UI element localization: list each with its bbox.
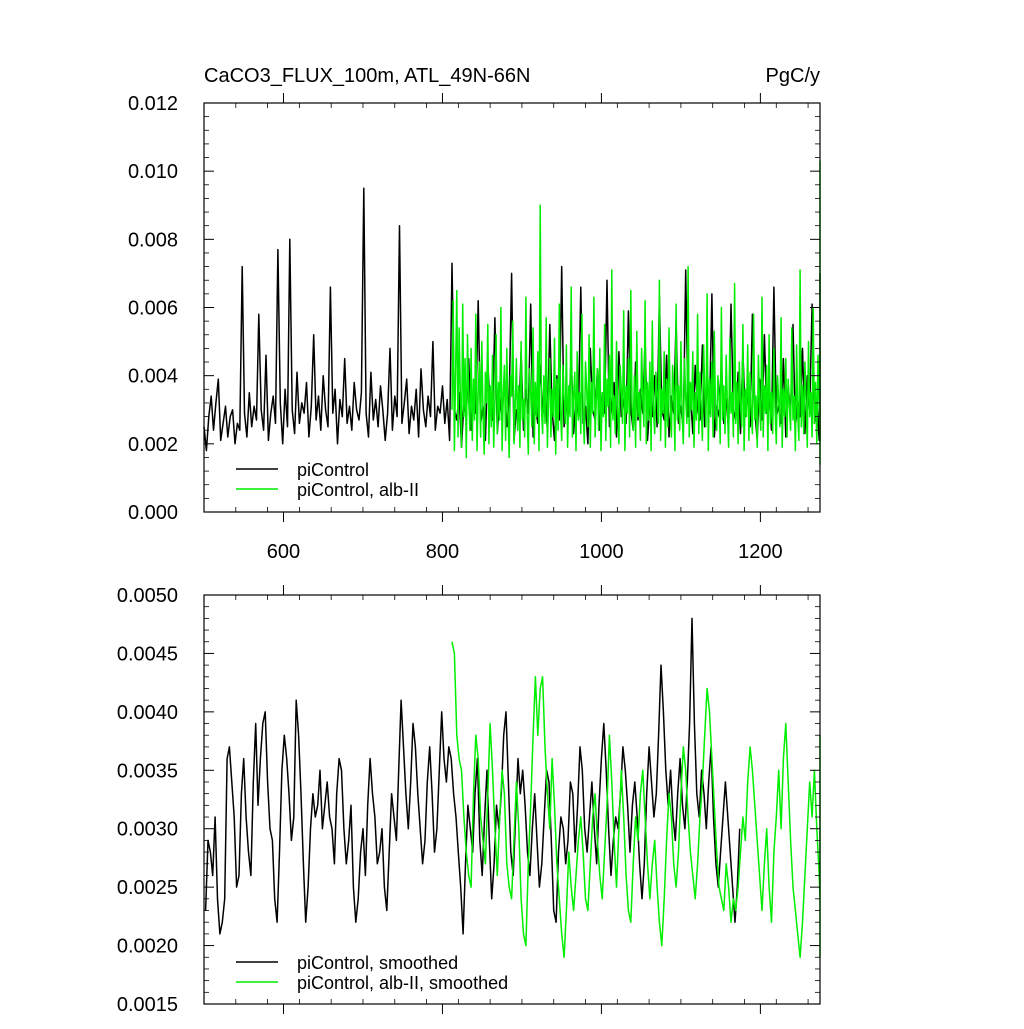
top-ytick-label: 0.010 [128,161,178,183]
bottom-ytick-label: 0.0015 [117,994,178,1016]
top-panel-legend: piControl piControl, alb-II [236,460,419,500]
legend-label-alb-II: piControl, alb-II [297,480,419,500]
bottom-ytick-label: 0.0020 [117,936,178,958]
units-label: PgC/y [766,65,820,87]
legend-label-piControl-smoothed: piControl, smoothed [297,953,458,973]
bottom-plot-frame [203,594,821,1005]
bottom-ytick-label: 0.0040 [117,702,178,724]
chart-title: CaCO3_FLUX_100m, ATL_49N-66N [204,65,530,87]
bottom-panel-axes: 0.0015 0.0020 0.0025 0.0030 0.0035 0.0040 0.00… [117,585,821,1016]
bottom-ytick-label: 0.0050 [117,585,178,607]
top-ytick-label: 0.000 [128,502,178,524]
top-xtick-label: 800 [426,541,459,563]
legend-label-piControl: piControl [297,460,369,480]
legend-label-alb-II-smoothed: piControl, alb-II, smoothed [297,973,508,993]
top-ytick-label: 0.012 [128,93,178,115]
top-xtick-label: 1200 [738,541,783,563]
top-ytick-label: 0.008 [128,229,178,251]
top-ytick-label: 0.006 [128,298,178,320]
top-xtick-label: 1000 [579,541,624,563]
top-xtick-label: 600 [267,541,300,563]
bottom-ytick-label: 0.0025 [117,877,178,899]
bottom-panel: 0.0015 0.0020 0.0025 0.0030 0.0035 0.0040 0.00… [117,585,821,1016]
bottom-panel-legend: piControl, smoothed piControl, alb-II, s… [236,953,508,993]
bottom-ytick-label: 0.0045 [117,643,178,665]
top-panel: 0.000 0.002 0.004 0.006 0.008 0.010 0.012 600 80… [128,93,821,563]
bottom-ytick-label: 0.0035 [117,760,178,782]
top-ytick-label: 0.002 [128,434,178,456]
top-ytick-label: 0.004 [128,366,178,388]
top-panel-axes: 0.000 0.002 0.004 0.006 0.008 0.010 0.012 600 80… [128,93,821,563]
bottom-ytick-label: 0.0030 [117,819,178,841]
